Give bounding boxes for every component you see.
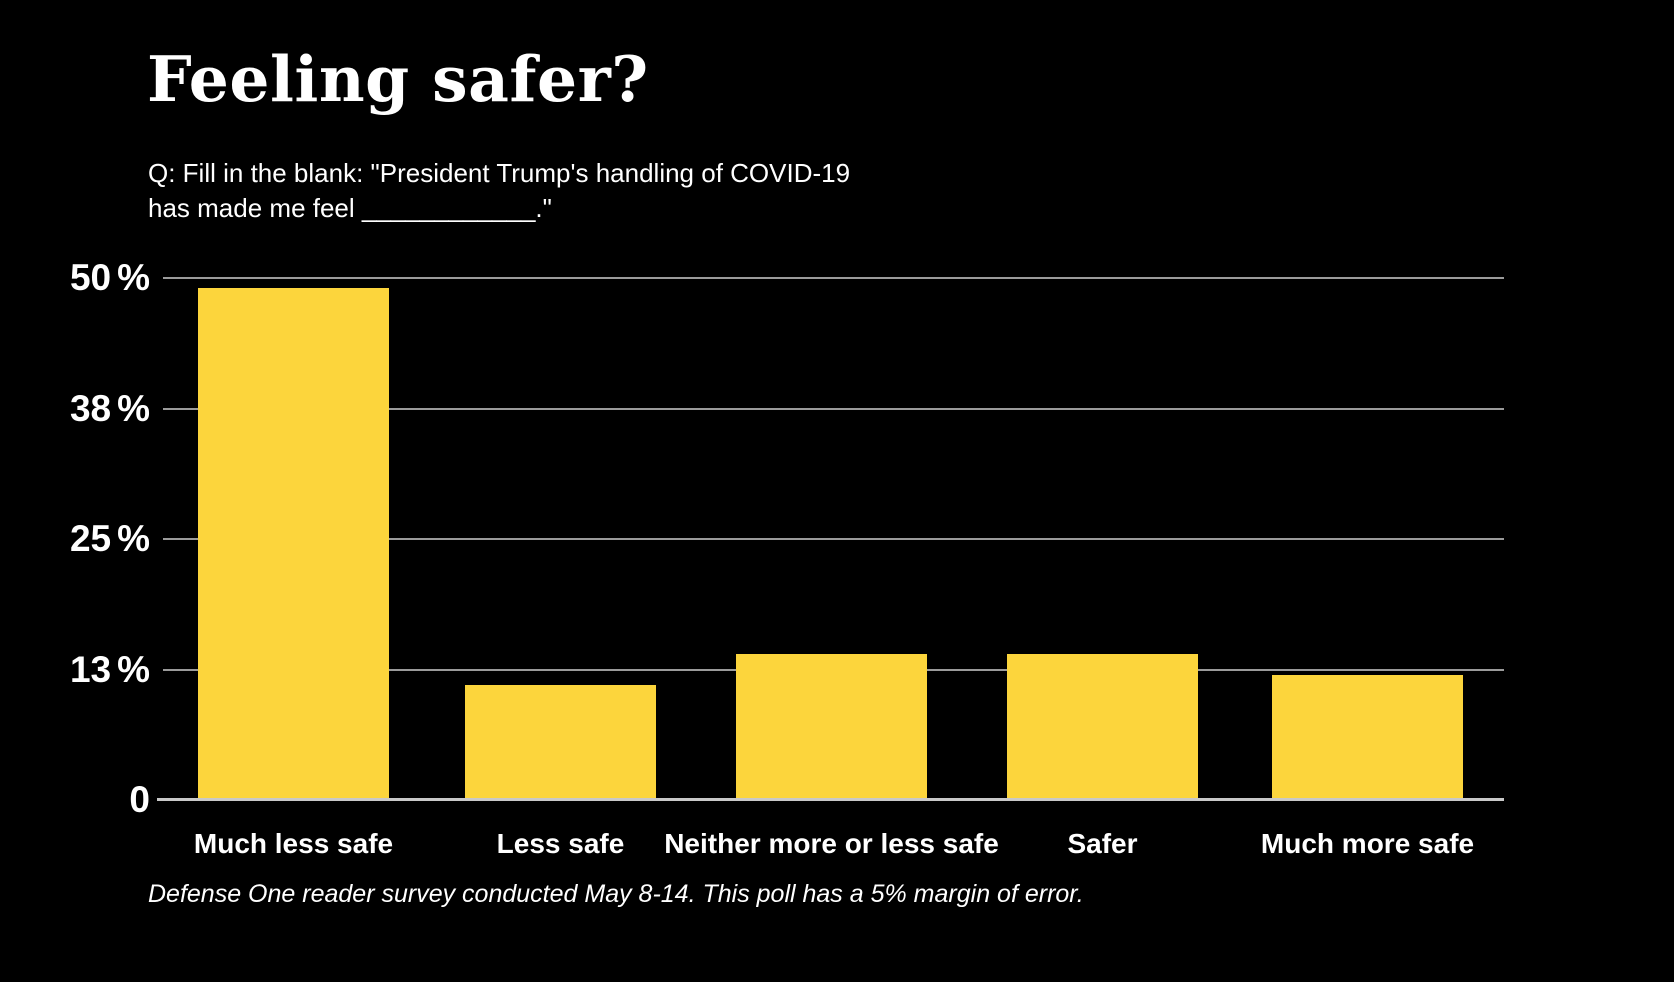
y-tick-label: 13%: [69, 648, 150, 690]
chart-title: Feeling safer?: [147, 42, 649, 116]
x-axis-label: Much more safe: [1260, 828, 1475, 859]
bar-neither-more-or-less-safe: [736, 653, 927, 800]
chart-subtitle-line2: has made me feel ____________.": [148, 193, 552, 223]
x-axis-label: Safer: [1067, 828, 1138, 859]
y-tick-label: 38%: [69, 387, 150, 429]
bar-much-more-safe: [1272, 674, 1463, 800]
x-axis-line: [157, 798, 1504, 801]
y-tick-label: 25%: [69, 518, 150, 559]
gridline-25: [163, 538, 1504, 540]
x-axis-label: Much less safe: [193, 828, 394, 859]
chart-subtitle-line1: Q: Fill in the blank: "President Trump's…: [148, 158, 851, 188]
gridline-50: [163, 277, 1504, 279]
x-axis-label: Neither more or less safe: [664, 828, 999, 859]
footnote: Defense One reader survey conducted May …: [148, 880, 1084, 908]
y-tick-label: 0: [129, 779, 150, 820]
x-axis-label: Less safe: [496, 828, 625, 859]
y-tick-label: 50%: [69, 257, 150, 298]
bar-much-less-safe: [198, 288, 389, 800]
gridline-38: [163, 407, 1504, 410]
bar-less-safe: [465, 685, 656, 800]
chart-subtitle: Q: Fill in the blank: "President Trump's…: [148, 156, 850, 226]
plot-area: [157, 277, 1504, 801]
bar-safer: [1007, 653, 1198, 800]
